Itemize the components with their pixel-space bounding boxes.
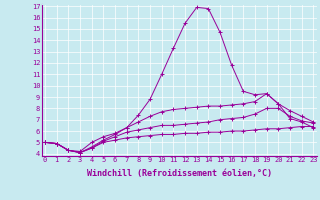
X-axis label: Windchill (Refroidissement éolien,°C): Windchill (Refroidissement éolien,°C) [87,169,272,178]
